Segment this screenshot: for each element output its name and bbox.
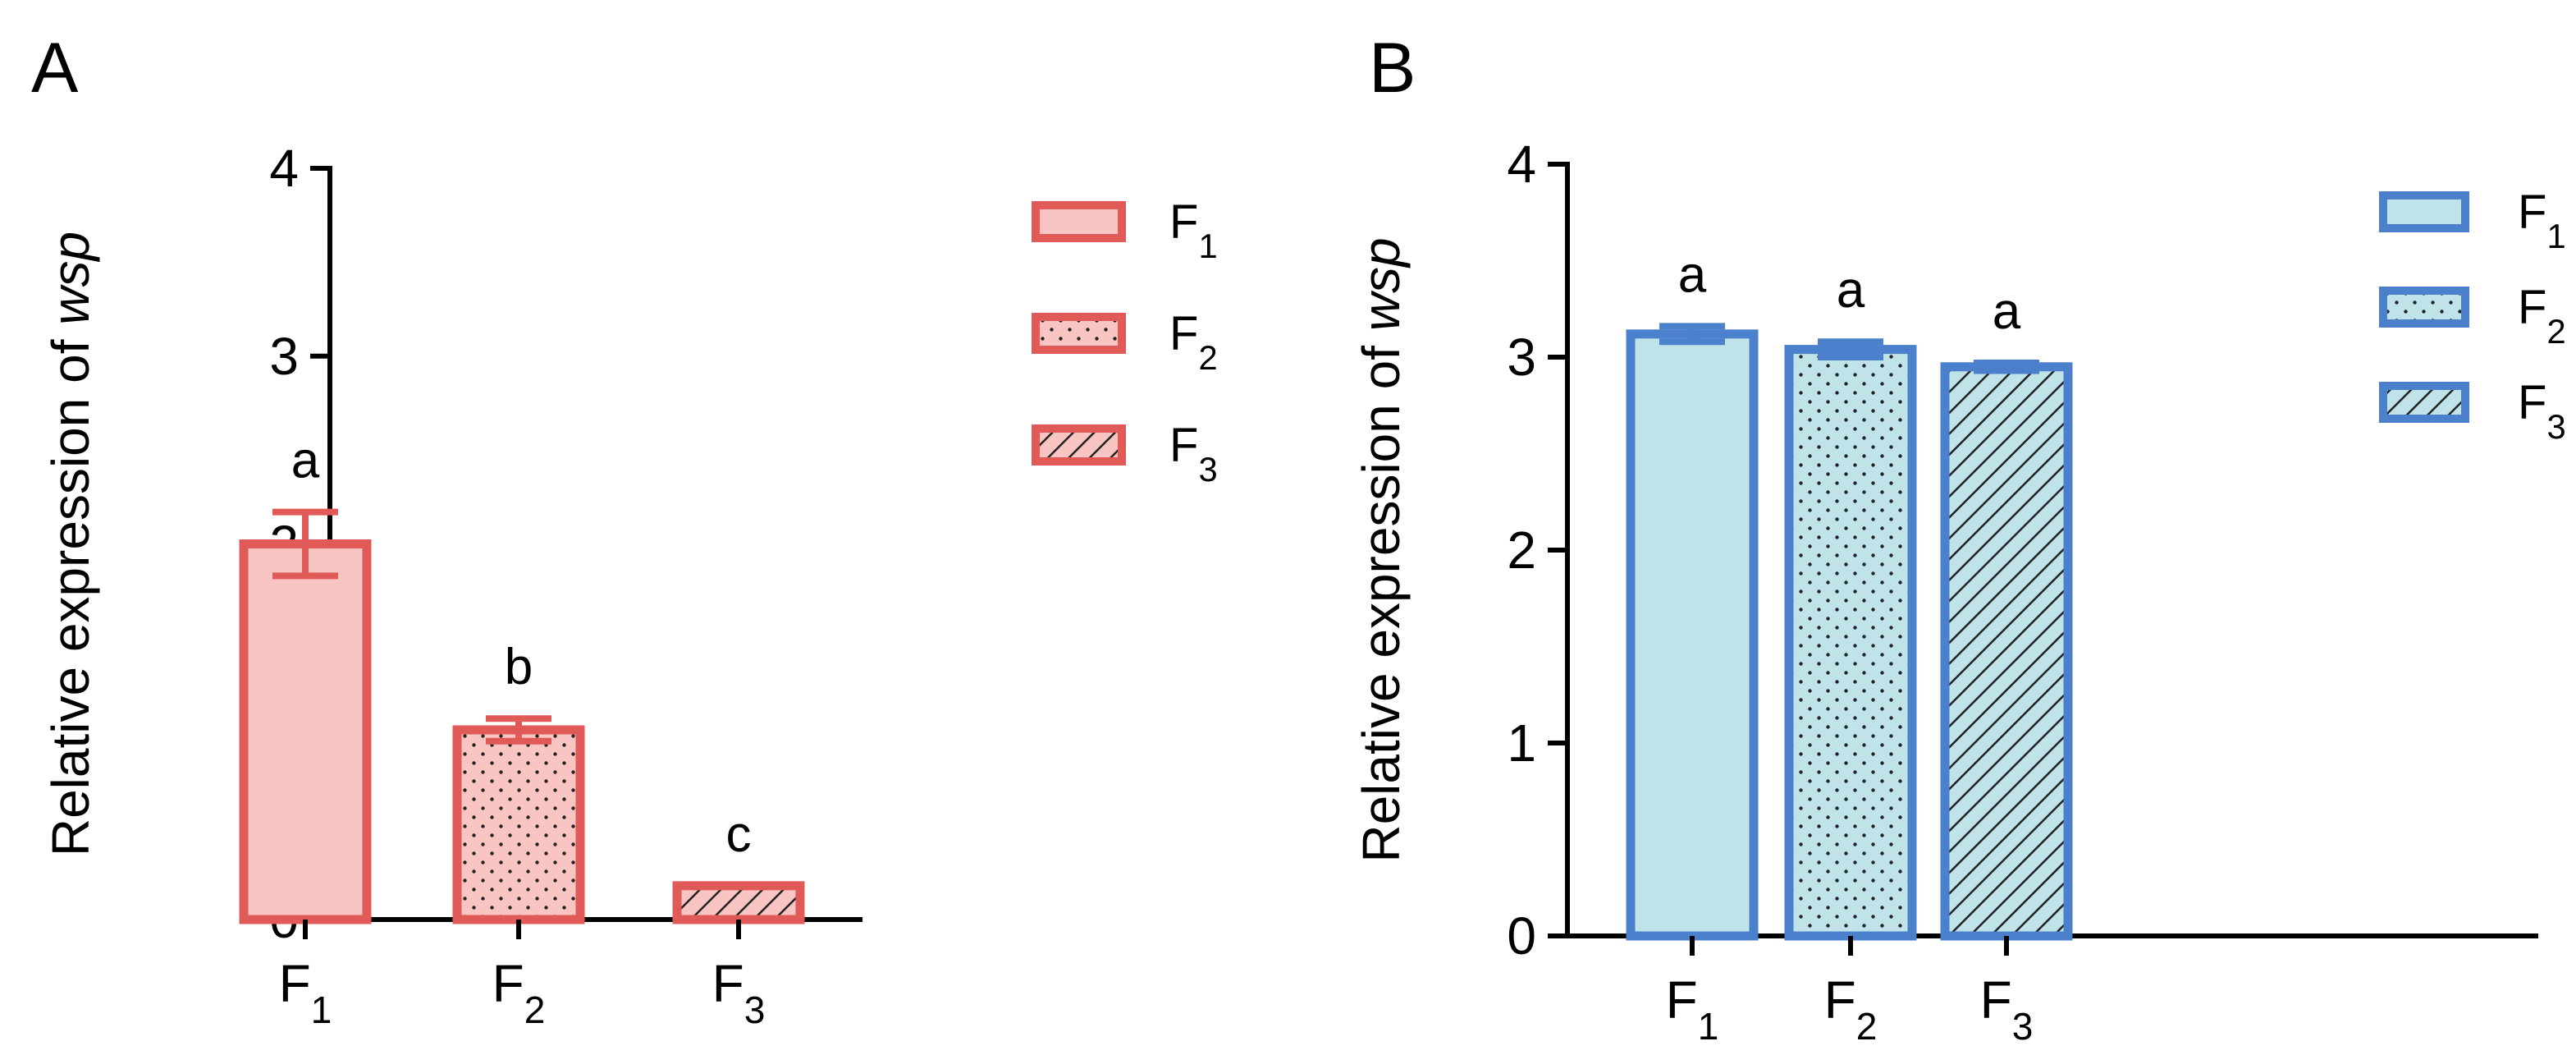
x-tick-label: F2 <box>1824 970 1878 1048</box>
y-tick-label: 1 <box>1507 713 1536 773</box>
legend-label: F2 <box>1169 307 1218 377</box>
bar <box>1784 345 1917 941</box>
significance-label: b <box>505 639 533 695</box>
significance-label: a <box>1993 283 2021 340</box>
legend-swatch <box>2379 191 2469 232</box>
panel-letter: B <box>1369 29 1416 108</box>
legend-swatch <box>2379 382 2469 423</box>
bar <box>452 725 585 924</box>
legend-swatch <box>1032 313 1126 354</box>
legend-swatch <box>1032 424 1126 466</box>
x-tick-label: F3 <box>1980 970 2034 1048</box>
x-tick-label: F1 <box>1666 970 1719 1048</box>
y-tick-label: 4 <box>269 139 299 198</box>
y-tick-label: 3 <box>269 327 299 386</box>
y-tick-label: 0 <box>1507 906 1536 966</box>
legend-label: F1 <box>1169 195 1218 265</box>
y-tick-label: 3 <box>1507 328 1536 387</box>
y-axis-label: Relative expression of wsp <box>1352 237 1411 862</box>
legend-swatch <box>2379 287 2469 328</box>
significance-label: a <box>291 433 320 489</box>
x-tick-label: F2 <box>492 954 546 1031</box>
legend-label: F1 <box>2518 186 2566 255</box>
significance-label: a <box>1837 262 1865 319</box>
x-tick-label: F1 <box>279 954 332 1031</box>
x-tick-label: F3 <box>712 954 766 1031</box>
significance-label: a <box>1678 246 1707 303</box>
legend-label: F3 <box>1169 419 1218 489</box>
bar <box>672 881 805 924</box>
significance-label: c <box>726 806 752 863</box>
bar <box>239 539 372 924</box>
bar <box>1626 329 1759 941</box>
y-axis-label: Relative expression of wsp <box>41 232 100 856</box>
panel-b-chart: B Relative expression of wsp 0 1 2 3 4 a F1 a F2 a F… <box>1352 29 2566 1048</box>
panel-letter: A <box>31 29 79 108</box>
y-tick-label: 4 <box>1507 135 1536 194</box>
bar <box>1940 362 2073 941</box>
y-tick-label: 2 <box>1507 521 1536 580</box>
legend-label: F3 <box>2518 376 2566 446</box>
legend-swatch <box>1032 201 1126 242</box>
legend-label: F2 <box>2518 281 2566 351</box>
